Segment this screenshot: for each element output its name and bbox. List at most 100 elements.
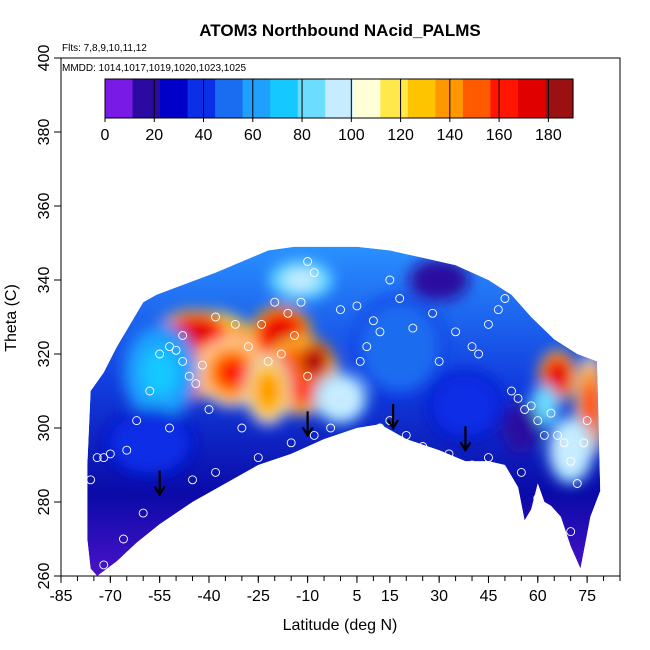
observation-point — [549, 512, 559, 522]
field-blob-core — [377, 322, 422, 372]
observation-point — [303, 257, 313, 266]
observation-point — [434, 356, 444, 366]
observation-point — [122, 445, 132, 455]
flight-arrow — [301, 411, 314, 438]
observation-point — [451, 327, 461, 337]
observation-point — [155, 349, 165, 359]
observation-point — [276, 349, 286, 359]
y-tick-label: 360 — [36, 193, 53, 220]
colorbar-tick-label: 20 — [145, 127, 163, 144]
observation-point — [253, 453, 263, 463]
observation-point — [257, 319, 267, 329]
observation-point — [72, 438, 82, 448]
observation-point — [336, 305, 345, 315]
observation-point — [119, 534, 128, 544]
observation-point — [296, 297, 306, 307]
observation-point — [375, 327, 385, 337]
observation-point — [408, 323, 418, 333]
observation-point — [197, 360, 207, 370]
colorbar-tick-label: 60 — [244, 127, 262, 144]
observation-point — [401, 430, 411, 440]
colorbar-swatch — [325, 79, 354, 118]
observation-point — [553, 430, 562, 440]
observation-point — [418, 442, 428, 451]
observation-point — [99, 453, 109, 463]
y-tick-label: 380 — [36, 119, 53, 146]
x-tick-label: -40 — [197, 588, 220, 605]
observation-point — [309, 268, 319, 278]
colorbar-swatch — [242, 79, 271, 118]
colorbar-swatch — [132, 79, 161, 118]
x-tick-label: -85 — [49, 588, 72, 605]
observation-point — [500, 294, 510, 303]
y-axis: 260 280 300 320 340 360 380 400 — [36, 45, 61, 590]
colorbar-tick-label: 0 — [101, 127, 110, 144]
x-tick-label: -10 — [296, 588, 319, 605]
observation-point — [191, 379, 201, 389]
field-blob-core — [537, 395, 552, 416]
field-blob-core — [284, 269, 318, 291]
observation-point — [467, 342, 477, 352]
observation-point — [237, 423, 247, 433]
flight-arrow — [459, 426, 472, 453]
observation-point — [184, 371, 194, 381]
observation-point — [188, 475, 197, 485]
y-tick-label: 300 — [36, 415, 53, 442]
observation-point — [533, 493, 543, 503]
observation-point — [520, 405, 530, 414]
colorbar-swatch — [407, 79, 436, 118]
observation-point — [263, 356, 273, 366]
observation-point — [303, 371, 313, 381]
x-axis: -85 -70 -55 -40 -25 -10 5 15 30 45 60 75 — [49, 576, 621, 605]
flight-arrow — [387, 404, 400, 431]
observation-point — [516, 467, 526, 477]
observation-point — [513, 393, 523, 403]
observation-point — [395, 294, 405, 303]
observation-point — [243, 342, 253, 352]
y-tick-label: 340 — [36, 267, 53, 294]
x-tick-label: 75 — [578, 588, 596, 605]
colorbar-swatch — [490, 79, 519, 118]
observation-point — [178, 331, 188, 340]
observation-point — [352, 301, 362, 311]
colorbar-swatch — [462, 79, 492, 118]
observation-point — [138, 508, 148, 518]
y-tick-label: 260 — [36, 563, 53, 590]
colorbar-swatch — [517, 79, 547, 118]
field-blob-core — [128, 426, 172, 460]
field-blob-core — [327, 386, 354, 411]
field-blob-core — [548, 363, 567, 389]
observation-point — [171, 345, 181, 355]
field-blob-core — [141, 348, 178, 397]
observation-point — [204, 405, 214, 414]
observation-point — [145, 386, 155, 396]
x-tick-label: 45 — [480, 588, 498, 605]
observation-point — [286, 438, 296, 448]
x-tick-label: -25 — [247, 588, 270, 605]
colorbar-swatch — [187, 79, 216, 118]
colorbar-tick-label: 100 — [338, 127, 365, 144]
observation-point — [211, 312, 220, 322]
observation-point — [533, 416, 543, 426]
field-blob-core — [424, 269, 454, 291]
observation-point — [270, 297, 280, 307]
flight-arrows — [153, 404, 472, 497]
observation-point — [474, 349, 484, 359]
observation-point — [526, 401, 536, 411]
y-tick-label: 320 — [36, 341, 53, 368]
observation-point — [375, 423, 385, 433]
observation-point — [99, 560, 109, 570]
observation-point — [230, 319, 240, 329]
observation-point — [283, 308, 293, 318]
observation-point — [493, 305, 503, 315]
colorbar-tick-label: 140 — [436, 127, 463, 144]
observation-point — [326, 423, 336, 433]
y-tick-label: 400 — [36, 45, 53, 72]
observation-point — [79, 382, 89, 392]
x-tick-label: 5 — [352, 588, 361, 605]
chart-title: ATOM3 Northbound NAcid_PALMS — [199, 21, 480, 40]
colorbar-swatch — [215, 79, 244, 118]
flight-arrow — [153, 470, 166, 497]
field-blob-core — [512, 415, 531, 441]
